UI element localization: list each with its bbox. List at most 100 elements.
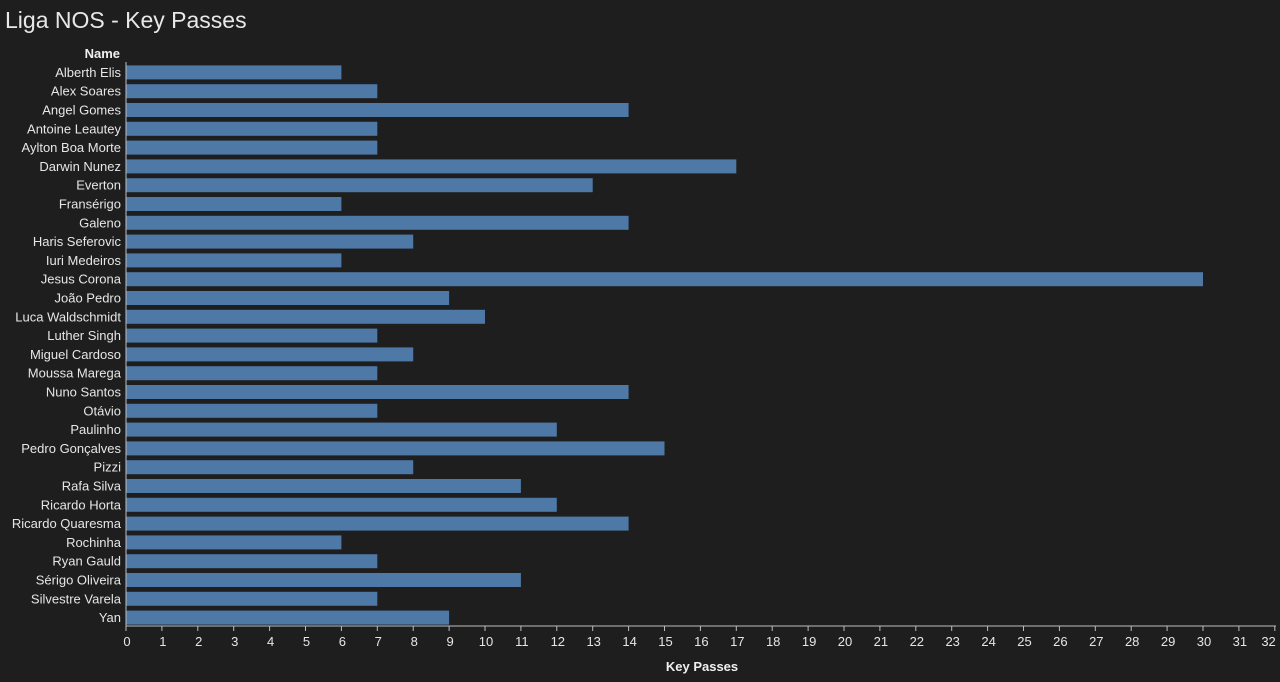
category-label: Moussa Marega bbox=[28, 366, 122, 381]
x-tick-label: 6 bbox=[339, 634, 346, 649]
category-label: Darwin Nunez bbox=[39, 159, 121, 174]
category-label: Galeno bbox=[79, 215, 121, 230]
x-tick-label: 14 bbox=[622, 634, 636, 649]
category-labels-group: Alberth Elis Alex Soares Angel Gomes Antoin… bbox=[12, 65, 122, 625]
category-label: Everton bbox=[76, 178, 121, 193]
category-label: Ryan Gauld bbox=[52, 554, 121, 569]
bar bbox=[126, 479, 521, 493]
category-label: Rafa Silva bbox=[62, 479, 122, 494]
x-tick-label: 11 bbox=[515, 634, 529, 649]
bar bbox=[126, 403, 378, 418]
x-tick-label: 26 bbox=[1053, 634, 1067, 649]
bar bbox=[126, 65, 342, 80]
category-label: Antoine Leautey bbox=[27, 121, 121, 136]
category-label: Nuno Santos bbox=[46, 385, 122, 400]
x-tick-label: 32 bbox=[1261, 634, 1275, 649]
category-label: Alex Soares bbox=[51, 84, 122, 99]
x-axis-title: Key Passes bbox=[666, 659, 738, 674]
x-tick-label: 20 bbox=[838, 634, 852, 649]
category-label: Rochinha bbox=[66, 535, 122, 550]
x-tick-label: 18 bbox=[766, 634, 780, 649]
x-tick-label: 12 bbox=[551, 634, 565, 649]
category-label: Pizzi bbox=[94, 460, 122, 475]
bar bbox=[126, 516, 629, 531]
bar bbox=[126, 103, 629, 117]
x-tick-label: 30 bbox=[1197, 634, 1211, 649]
bar bbox=[126, 253, 342, 268]
x-axis-ticks-group: 0 1 2 3 4 5 6 7 8 9 10 11 12 13 14 15 16 17 18 19 20 21 22 23 24… bbox=[123, 626, 1276, 649]
bar bbox=[126, 215, 629, 230]
x-tick-label: 3 bbox=[231, 634, 238, 649]
bar bbox=[126, 140, 378, 155]
chart-title: Liga NOS - Key Passes bbox=[5, 7, 247, 33]
x-tick-label: 1 bbox=[159, 634, 166, 649]
bar bbox=[126, 309, 485, 324]
category-label: Luther Singh bbox=[47, 328, 121, 343]
x-tick-label: 19 bbox=[802, 634, 816, 649]
bar bbox=[126, 234, 414, 249]
category-label: Alberth Elis bbox=[55, 65, 121, 80]
category-label: Sérigo Oliveira bbox=[36, 573, 122, 588]
bar bbox=[126, 328, 378, 343]
category-label: Otávio bbox=[83, 403, 121, 418]
bar bbox=[126, 385, 629, 399]
bar bbox=[126, 497, 557, 512]
x-tick-label: 15 bbox=[658, 634, 672, 649]
category-label: Angel Gomes bbox=[42, 103, 121, 118]
category-label: Miguel Cardoso bbox=[30, 347, 121, 362]
bar bbox=[126, 422, 557, 437]
bar bbox=[126, 554, 378, 569]
category-label: Haris Seferovic bbox=[33, 234, 122, 249]
x-tick-label: 31 bbox=[1233, 634, 1247, 649]
category-label: Fransérigo bbox=[59, 197, 121, 212]
x-tick-label: 25 bbox=[1017, 634, 1031, 649]
category-label: Ricardo Quaresma bbox=[12, 516, 122, 531]
category-label: Silvestre Varela bbox=[31, 591, 122, 606]
x-tick-label: 17 bbox=[730, 634, 744, 649]
bar bbox=[126, 366, 378, 381]
bar bbox=[126, 441, 665, 456]
x-tick-label: 10 bbox=[479, 634, 493, 649]
category-label: Pedro Gonçalves bbox=[21, 441, 121, 456]
bar bbox=[126, 460, 414, 475]
x-tick-label: 8 bbox=[411, 634, 418, 649]
bar bbox=[126, 272, 1203, 287]
bar bbox=[126, 121, 378, 136]
category-label: Iuri Medeiros bbox=[46, 253, 122, 268]
x-tick-label: 22 bbox=[910, 634, 924, 649]
x-tick-label: 23 bbox=[945, 634, 959, 649]
bar bbox=[126, 159, 737, 174]
category-label: Ricardo Horta bbox=[41, 497, 122, 512]
x-tick-label: 28 bbox=[1125, 634, 1139, 649]
category-label: Jesus Corona bbox=[41, 272, 122, 287]
x-tick-label: 7 bbox=[375, 634, 382, 649]
bar bbox=[126, 535, 342, 550]
x-tick-label: 4 bbox=[267, 634, 274, 649]
category-label: Luca Waldschmidt bbox=[15, 309, 121, 324]
x-tick-label: 27 bbox=[1089, 634, 1103, 649]
x-tick-label: 0 bbox=[123, 634, 130, 649]
bar bbox=[126, 178, 593, 193]
bar bbox=[126, 573, 521, 587]
bar bbox=[126, 197, 342, 211]
bars-group bbox=[126, 65, 1203, 625]
x-tick-label: 21 bbox=[874, 634, 888, 649]
category-label: Yan bbox=[99, 610, 121, 625]
bar bbox=[126, 84, 378, 99]
x-tick-label: 29 bbox=[1161, 634, 1175, 649]
bar bbox=[126, 591, 378, 606]
x-tick-label: 9 bbox=[446, 634, 453, 649]
row-header: Name bbox=[85, 46, 120, 61]
bar bbox=[126, 610, 450, 625]
category-label: Paulinho bbox=[70, 422, 121, 437]
bar bbox=[126, 347, 414, 362]
x-tick-label: 2 bbox=[195, 634, 202, 649]
x-tick-label: 16 bbox=[694, 634, 708, 649]
x-tick-label: 5 bbox=[303, 634, 310, 649]
bar bbox=[126, 291, 450, 305]
x-tick-label: 24 bbox=[981, 634, 995, 649]
x-tick-label: 13 bbox=[586, 634, 600, 649]
category-label: João Pedro bbox=[55, 291, 122, 306]
category-label: Aylton Boa Morte bbox=[22, 140, 121, 155]
